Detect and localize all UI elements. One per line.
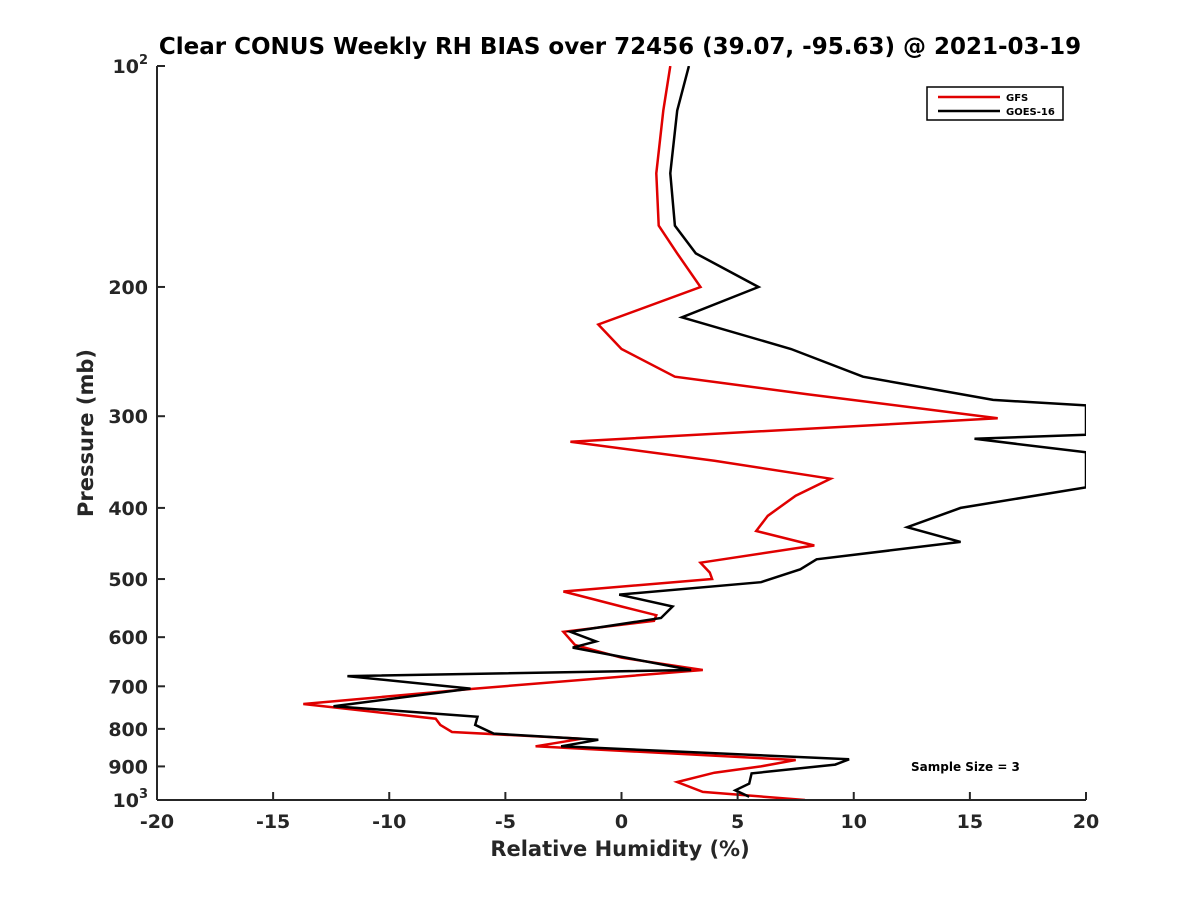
y-axis-label: Pressure (mb) [74,349,98,517]
y-tick-label: 700 [108,676,148,698]
legend-label-goes16: GOES-16 [1006,107,1055,118]
y-tick-label: 900 [108,756,148,778]
x-tick-label: -20 [140,811,174,833]
x-tick-label: 10 [841,811,867,833]
sample-size-annotation: Sample Size = 3 [911,760,1020,774]
y-tick-label: 300 [108,406,148,428]
x-tick-label: 15 [957,811,983,833]
y-axis-ticks: 102 200 300 400 500 600 700 800 900 103 [108,53,165,812]
series-line-goes16 [333,66,1086,798]
x-tick-label: 20 [1073,811,1099,833]
y-tick-label: 500 [108,569,148,591]
x-tick-label: 5 [731,811,744,833]
y-tick-label: 200 [108,277,148,299]
series-line-gfs [303,66,998,800]
x-tick-label: -5 [495,811,516,833]
legend: GFS GOES-16 [926,86,1064,121]
x-axis-ticks: -20 -15 -10 -5 0 5 10 15 20 [140,792,1099,833]
x-axis-label: Relative Humidity (%) [490,837,749,861]
chart-title: Clear CONUS Weekly RH BIAS over 72456 (3… [159,34,1081,60]
y-tick-label: 800 [108,719,148,741]
x-tick-label: -10 [372,811,406,833]
legend-box [926,86,1064,121]
y-tick-label: 400 [108,498,148,520]
x-tick-label: 0 [615,811,628,833]
y-tick-label: 600 [108,627,148,649]
x-tick-label: -15 [256,811,290,833]
y-tick-label: 102 [113,53,149,78]
plot-lines [303,66,1086,800]
legend-label-gfs: GFS [1006,93,1028,104]
y-tick-label: 103 [113,787,149,812]
